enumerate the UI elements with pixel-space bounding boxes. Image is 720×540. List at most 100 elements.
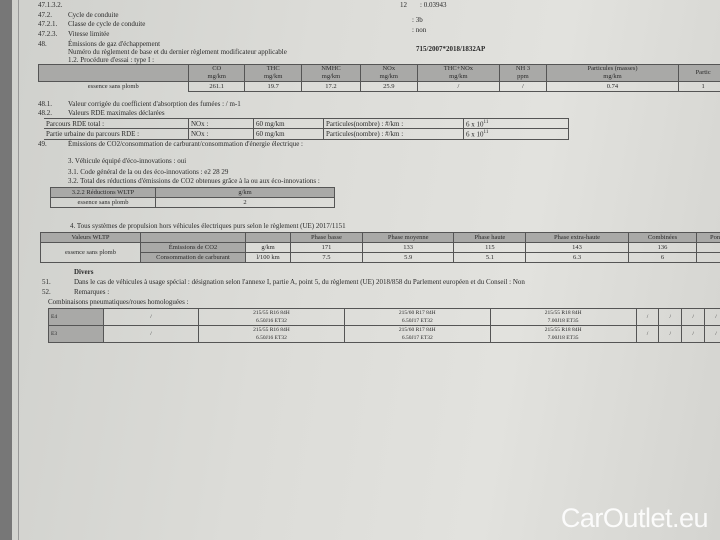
watermark-logo: CarOutlet.eu: [560, 503, 709, 533]
table-header-row: 3.2.2 Réductions WLTP g/km: [50, 187, 335, 198]
rde-table: Parcours RDE total : NOx : 60 mg/km Part…: [44, 117, 569, 140]
row-label: Partie urbaine du parcours RDE :: [44, 128, 189, 140]
cell: Particules(nombre) : #/km :: [323, 117, 464, 130]
item-value: : 3b: [412, 16, 423, 24]
cell: NOx :: [188, 117, 254, 130]
wltp-reductions-table: 3.2.2 Réductions WLTP g/km essence sans p…: [50, 187, 335, 208]
test-procedure-title: 1.2. Procédure d'essai : type I :: [68, 56, 155, 64]
col-pn: Partic: [678, 64, 720, 82]
wltp-title: 4. Tous systèmes de propulsion hors véhi…: [70, 222, 346, 230]
row-label: Émissions de CO2: [140, 242, 246, 253]
cell: 1: [678, 81, 720, 92]
table-header-row: CO mg/km THC mg/km NMHC mg/km NOx mg/km THC+…: [38, 64, 720, 82]
table-row: Consommation de carburant l/100 km 7.5 5…: [41, 252, 720, 263]
eco-innovation-code: 3.1. Code général de la ou des éco-innov…: [68, 168, 229, 176]
col-header: Phase extra-haute: [525, 232, 629, 243]
col-header: Pondé: [696, 232, 720, 243]
col-co: CO mg/km: [187, 64, 246, 82]
item-label: Classe de cycle de conduite: [68, 20, 146, 28]
cell: 60 mg/km: [253, 128, 324, 140]
item-num: 48.: [38, 40, 47, 48]
col-header: Phase haute: [453, 232, 527, 243]
cell: 133: [361, 242, 455, 253]
col-header: Phase basse: [290, 232, 363, 243]
item-value: : non: [412, 26, 427, 34]
table-row: essence sans plomb 2: [50, 197, 335, 208]
cell: 0.74: [545, 81, 680, 92]
item-label: Dans le cas de véhicules à usage spécial…: [74, 278, 525, 286]
row-label: Consommation de carburant: [140, 252, 246, 263]
table-row: Partie urbaine du parcours RDE : NOx : 6…: [44, 128, 569, 140]
item-label: Émissions de gaz d'échappement: [68, 40, 161, 48]
cell: 6: [627, 252, 698, 263]
cell: 261.1: [187, 81, 246, 92]
fuel-label: essence sans plomb: [40, 242, 141, 263]
cell: 5.1: [453, 252, 527, 263]
item-label: Remarques :: [74, 288, 110, 296]
unit: l/100 km: [245, 252, 291, 263]
table-row: E3 / 215/55 R16 84H 6.50J16 ET32 215/60 R…: [48, 325, 720, 343]
row-code: E4: [48, 308, 104, 326]
col-header: Combinées: [627, 232, 698, 243]
corner-label: Valeurs WLTP: [40, 232, 141, 243]
cell: Particules(nombre) : #/km :: [323, 128, 464, 140]
item-num: 47.2.1.: [38, 20, 58, 28]
cell: 7.5: [290, 252, 363, 263]
top-right-value: : 0.03943: [420, 1, 447, 9]
regulation-value: 715/2007*2018/1832AP: [416, 45, 486, 53]
cell: 215/55 R16 84H 6.50J16 ET32: [198, 325, 345, 343]
row-code: E3: [48, 325, 104, 343]
col-header: g/km: [155, 187, 335, 198]
unit: g/km: [245, 242, 291, 253]
col-thc: THC mg/km: [244, 64, 302, 82]
regulation-label: Numéro du règlement de base et du dernie…: [68, 48, 287, 56]
cell: 215/60 R17 84H 6.50J17 ET32: [343, 325, 491, 343]
cell: /: [416, 81, 501, 92]
cell: 6 x 1011: [463, 128, 569, 140]
cell: [696, 252, 720, 263]
col-pm-mass: Particules (masses) mg/km: [545, 64, 680, 82]
col-header: 3.2.2 Réductions WLTP: [50, 187, 156, 198]
row-label: essence sans plomb: [50, 197, 156, 208]
item-num: 47.2.: [38, 11, 52, 19]
table-row: Parcours RDE total : NOx : 60 mg/km Part…: [44, 117, 569, 130]
emissions-table: CO mg/km THC mg/km NMHC mg/km NOx mg/km THC+…: [38, 64, 720, 92]
divers-title: Divers: [74, 268, 94, 276]
item-label: Valeurs RDE maximales déclarées: [68, 109, 165, 117]
col-nh3: NH 3 ppm: [499, 64, 547, 82]
wltp-table: Valeurs WLTP Phase basse Phase moyenne P…: [40, 232, 720, 263]
col-nox: NOx mg/km: [360, 64, 418, 82]
item-num: 52.: [42, 288, 51, 296]
item-num: 49.: [38, 140, 47, 148]
cell: 6 x 1011: [463, 117, 569, 130]
table-row: E4 / 215/55 R16 84H 6.50J16 ET32 215/60 R…: [48, 308, 720, 326]
col-header: Phase moyenne: [361, 232, 455, 243]
cell: /: [499, 81, 547, 92]
cell: NOx :: [188, 128, 254, 140]
tyres-label: Combinaisons pneumatiques/roues homologu…: [48, 298, 189, 306]
cell: 215/55 R18 84H 7.00J18 ET35: [489, 308, 637, 326]
item-num: 47.2.3.: [38, 30, 58, 38]
cell: 60 mg/km: [253, 117, 324, 130]
item-label: Émissions de CO2/consommation de carbura…: [68, 140, 303, 148]
cell: 5.9: [361, 252, 455, 263]
row-label: Parcours RDE total :: [44, 117, 189, 130]
col-thc-nox: THC+NOx mg/km: [416, 64, 501, 82]
cell: 6.3: [525, 252, 629, 263]
cell: 17.2: [300, 81, 362, 92]
table-row: essence sans plomb 261.1 19.7 17.2 25.9 …: [39, 81, 720, 92]
cell: 115: [453, 242, 527, 253]
cell: 215/60 R17 84H 6.50J17 ET32: [343, 308, 491, 326]
paper-edge: [18, 0, 19, 540]
photo-background-edge: [0, 0, 12, 540]
item-label: Cycle de conduite: [68, 11, 119, 19]
col-nmhc: NMHC mg/km: [300, 64, 362, 82]
item-label: Valeur corrigée du coefficient d'absorpt…: [68, 100, 241, 108]
tyres-table: E4 / 215/55 R16 84H 6.50J16 ET32 215/60 R…: [48, 308, 720, 343]
eco-innovation-equipped: 3. Véhicule équipé d'éco-innovations : o…: [68, 157, 187, 165]
item-num: 48.2.: [38, 109, 52, 117]
row-label: essence sans plomb: [87, 82, 139, 90]
section-ref: 47.1.3.2.: [38, 1, 63, 9]
cell: [696, 242, 720, 253]
cell: 25.9: [360, 81, 418, 92]
